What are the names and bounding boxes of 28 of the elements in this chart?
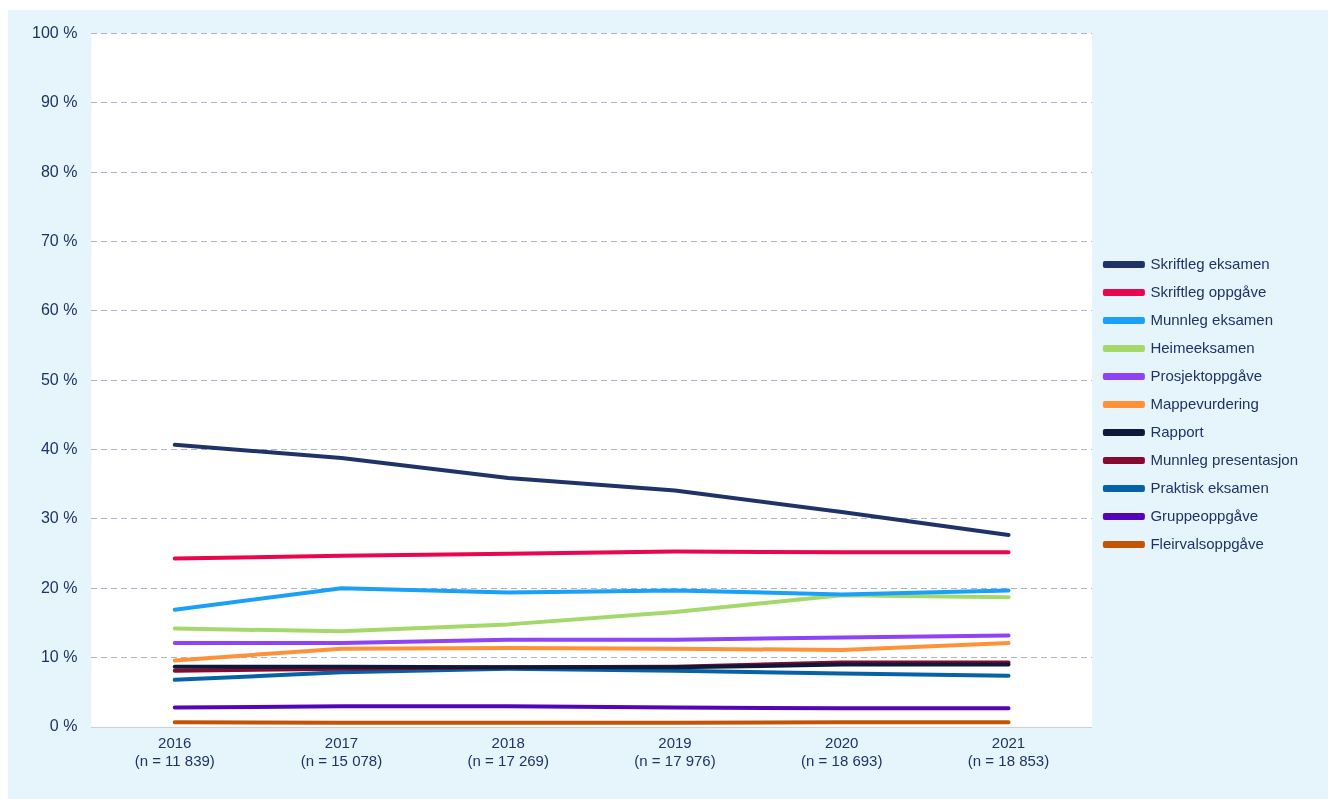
legend-label: Prosjektoppgåve (1150, 366, 1263, 384)
y-tick-label: 80 % (40, 162, 78, 180)
legend-label: Munnleg eksamen (1150, 310, 1273, 328)
legend-label: Rapport (1150, 422, 1205, 440)
y-tick-label: 100 % (31, 24, 78, 42)
y-tick-label: 0 % (49, 717, 78, 735)
y-tick-label: 10 % (40, 648, 78, 666)
legend-label: Praktisk eksamen (1150, 478, 1269, 496)
x-tick-label: 2016 (n = 11 839) (134, 734, 215, 770)
x-tick-label: 2018 (n = 17 269) (467, 734, 549, 770)
x-tick-label: 2019 (n = 17 976) (634, 734, 716, 770)
y-tick-label: 90 % (40, 93, 78, 111)
x-tick-label: 2020 (n = 18 693) (801, 734, 883, 770)
y-tick-label: 50 % (40, 370, 78, 388)
legend-label: Fleirvalsoppgåve (1150, 534, 1264, 552)
y-tick-label: 40 % (40, 440, 78, 458)
x-tick-label: 2021 (n = 18 853) (967, 734, 1050, 770)
y-tick-label: 60 % (40, 301, 78, 319)
legend-label: Heimeeksamen (1150, 338, 1255, 356)
legend-label: Mappevurdering (1150, 394, 1259, 412)
legend-label: Gruppeoppgåve (1150, 506, 1258, 524)
legend-label: Skriftleg eksamen (1150, 254, 1270, 272)
x-tick-label: 2017 (n = 15 078) (300, 734, 383, 770)
legend-label: Munnleg presentasjon (1150, 450, 1299, 468)
y-tick-label: 70 % (40, 232, 78, 250)
y-tick-label: 20 % (40, 578, 78, 596)
legend-label: Skriftleg oppgåve (1150, 282, 1267, 300)
y-tick-label: 30 % (40, 509, 78, 527)
